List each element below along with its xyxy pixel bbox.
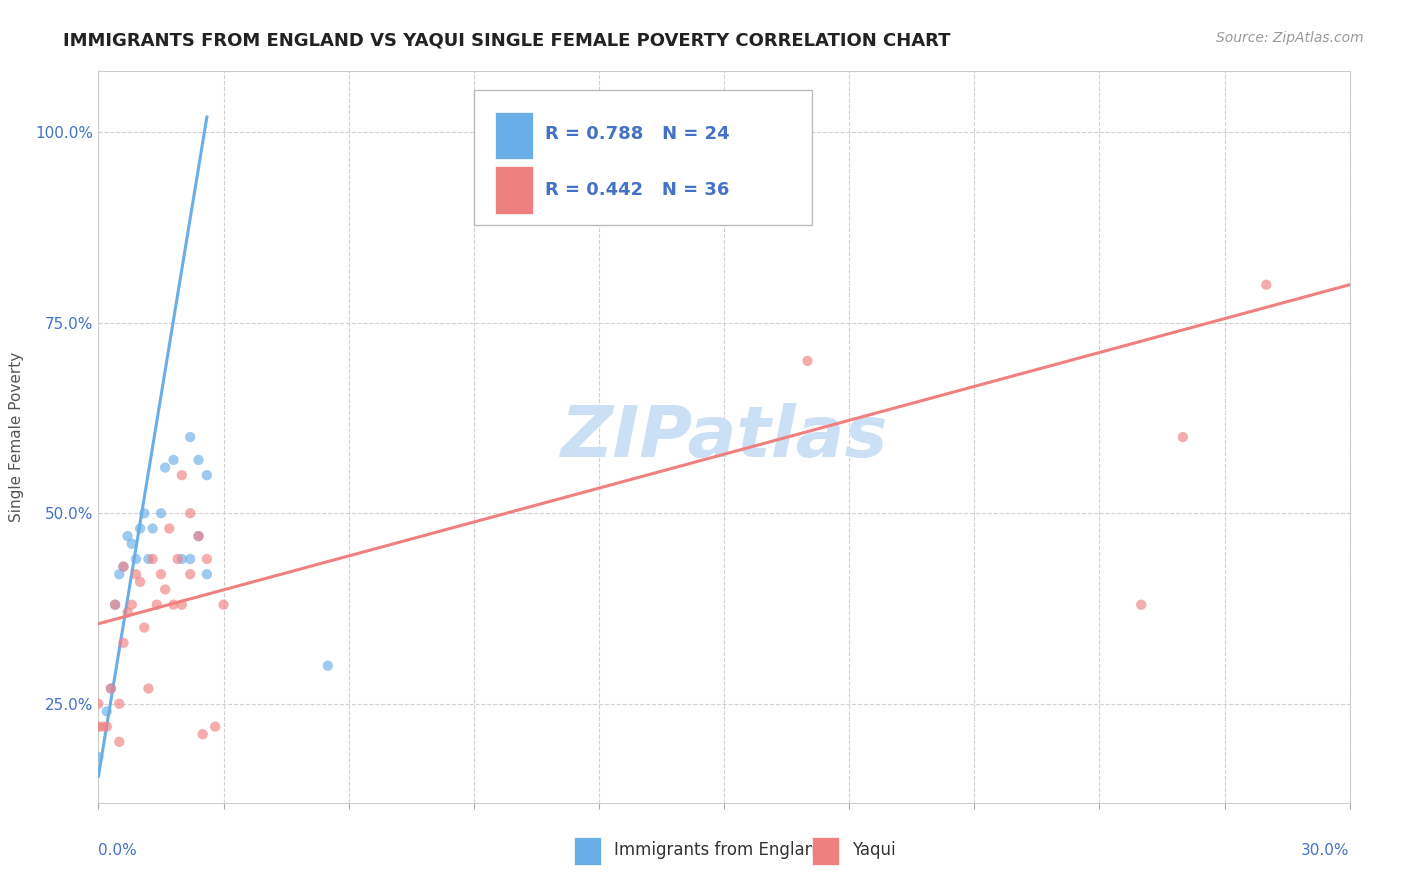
Point: [87, 750, 110, 764]
Point: [179, 552, 201, 566]
Text: R = 0.442   N = 36: R = 0.442 N = 36: [546, 181, 730, 199]
Bar: [495, 167, 533, 214]
Point: [191, 727, 214, 741]
Point: [129, 574, 152, 589]
Point: [170, 468, 193, 483]
Point: [117, 605, 139, 619]
Point: [157, 521, 180, 535]
Point: [150, 567, 173, 582]
Point: [153, 582, 176, 597]
Point: [108, 567, 131, 582]
Point: [179, 430, 201, 444]
Text: ZIPatlas: ZIPatlas: [561, 402, 887, 472]
Point: [153, 460, 176, 475]
Point: [96, 720, 118, 734]
Point: [121, 598, 143, 612]
Point: [179, 506, 201, 520]
Point: [87, 720, 110, 734]
Point: [212, 598, 235, 612]
Bar: [574, 838, 602, 865]
Point: [195, 468, 218, 483]
Point: [108, 697, 131, 711]
Point: [104, 598, 127, 612]
Point: [204, 720, 226, 734]
Point: [162, 453, 184, 467]
Point: [170, 552, 193, 566]
Text: Immigrants from England: Immigrants from England: [614, 841, 825, 859]
Point: [104, 598, 127, 612]
Bar: [811, 838, 839, 865]
Text: 0.0%: 0.0%: [98, 843, 138, 858]
Point: [195, 567, 218, 582]
Point: [112, 559, 135, 574]
Point: [108, 735, 131, 749]
Point: [195, 552, 218, 566]
Point: [796, 354, 818, 368]
Point: [187, 529, 209, 543]
Point: [125, 567, 148, 582]
Text: 30.0%: 30.0%: [1302, 843, 1350, 858]
Point: [129, 521, 152, 535]
Point: [121, 537, 143, 551]
Point: [100, 681, 122, 696]
Point: [179, 567, 201, 582]
Point: [112, 636, 135, 650]
Text: R = 0.788   N = 24: R = 0.788 N = 24: [546, 125, 730, 143]
Point: [96, 705, 118, 719]
Point: [91, 720, 114, 734]
Point: [112, 559, 135, 574]
Point: [142, 552, 165, 566]
Point: [1130, 598, 1153, 612]
Point: [187, 453, 209, 467]
Point: [117, 529, 139, 543]
Point: [146, 598, 169, 612]
Point: [87, 697, 110, 711]
Text: Yaqui: Yaqui: [852, 841, 896, 859]
Point: [187, 529, 209, 543]
Point: [1256, 277, 1278, 292]
Y-axis label: Single Female Poverty: Single Female Poverty: [10, 352, 24, 522]
Point: [138, 681, 160, 696]
Text: Source: ZipAtlas.com: Source: ZipAtlas.com: [1216, 31, 1364, 45]
Point: [142, 521, 165, 535]
Point: [138, 552, 160, 566]
Point: [134, 621, 156, 635]
Point: [162, 598, 184, 612]
Point: [134, 506, 156, 520]
Bar: [495, 112, 533, 159]
Point: [316, 658, 339, 673]
Point: [166, 552, 188, 566]
Point: [100, 681, 122, 696]
Text: IMMIGRANTS FROM ENGLAND VS YAQUI SINGLE FEMALE POVERTY CORRELATION CHART: IMMIGRANTS FROM ENGLAND VS YAQUI SINGLE …: [63, 31, 950, 49]
Point: [150, 506, 173, 520]
Point: [1171, 430, 1194, 444]
FancyBboxPatch shape: [474, 90, 811, 225]
Point: [170, 598, 193, 612]
Point: [125, 552, 148, 566]
